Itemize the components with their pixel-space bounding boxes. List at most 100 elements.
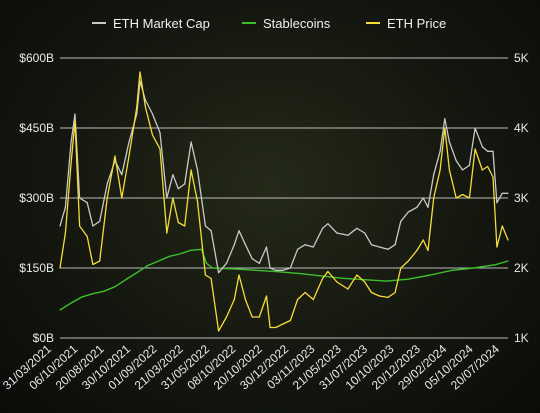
data-point-eth-market-cap xyxy=(474,127,476,129)
data-point-eth-market-cap xyxy=(327,223,329,225)
data-point-eth-market-cap xyxy=(394,244,396,246)
y-right-tick-label: 3K xyxy=(514,191,529,205)
legend-label-eth-price: ETH Price xyxy=(387,16,446,31)
y-right-tick-label: 4K xyxy=(514,121,529,135)
data-point-eth-price xyxy=(462,193,464,196)
data-point-eth-price xyxy=(416,249,418,252)
data-point-eth-market-cap xyxy=(364,232,366,234)
data-point-eth-price xyxy=(70,162,72,164)
data-point-eth-market-cap xyxy=(416,206,418,208)
data-point-eth-market-cap xyxy=(269,267,271,269)
data-point-stablecoins xyxy=(59,309,61,311)
data-point-eth-market-cap xyxy=(121,174,123,176)
data-point-eth-market-cap xyxy=(233,244,235,246)
data-point-eth-price xyxy=(166,232,168,234)
data-point-eth-price xyxy=(507,239,509,241)
data-point-eth-price xyxy=(139,71,141,73)
data-point-eth-price xyxy=(501,225,503,227)
data-point-stablecoins xyxy=(103,290,105,292)
data-point-eth-price xyxy=(136,106,138,108)
data-point-eth-market-cap xyxy=(244,244,246,246)
data-point-eth-market-cap xyxy=(225,262,228,264)
data-point-eth-market-cap xyxy=(136,113,138,115)
data-point-eth-market-cap xyxy=(507,192,509,194)
data-point-eth-market-cap xyxy=(196,169,199,171)
data-point-eth-market-cap xyxy=(210,230,212,232)
data-point-eth-price xyxy=(322,277,324,280)
data-point-stablecoins xyxy=(255,269,257,271)
data-point-eth-market-cap xyxy=(304,244,306,246)
data-point-eth-price xyxy=(269,326,271,329)
data-point-eth-price xyxy=(74,120,76,122)
data-point-eth-market-cap xyxy=(400,220,402,222)
data-point-stablecoins xyxy=(136,272,138,274)
data-point-eth-price xyxy=(378,295,380,297)
data-point-eth-price xyxy=(172,197,174,199)
data-point-eth-price xyxy=(258,316,260,318)
data-point-eth-market-cap xyxy=(238,230,240,232)
data-point-eth-price xyxy=(422,239,424,241)
data-point-stablecoins xyxy=(407,278,409,280)
data-point-eth-market-cap xyxy=(86,202,88,204)
data-point-eth-price xyxy=(64,232,66,234)
data-point-eth-price xyxy=(59,267,61,269)
data-point-stablecoins xyxy=(277,271,279,273)
data-point-eth-price xyxy=(448,169,450,171)
data-point-eth-price xyxy=(492,176,494,178)
data-point-eth-price xyxy=(225,316,228,318)
data-point-eth-market-cap xyxy=(297,248,299,250)
data-point-eth-market-cap xyxy=(258,262,260,264)
data-point-eth-price xyxy=(387,296,389,298)
data-point-stablecoins xyxy=(125,279,127,281)
data-point-eth-price xyxy=(455,197,457,199)
data-point-stablecoins xyxy=(342,277,344,279)
series-line-eth-market-cap xyxy=(59,80,508,274)
data-point-eth-market-cap xyxy=(265,246,268,248)
data-point-eth-price xyxy=(304,291,306,294)
data-point-eth-price xyxy=(474,148,476,150)
data-point-stablecoins xyxy=(81,296,83,298)
data-point-eth-market-cap xyxy=(151,113,154,115)
legend-label-eth-market-cap: ETH Market Cap xyxy=(113,16,210,31)
data-point-eth-market-cap xyxy=(422,197,424,199)
data-point-eth-market-cap xyxy=(448,141,450,143)
data-point-eth-price xyxy=(468,197,470,199)
data-point-eth-price xyxy=(407,260,409,262)
data-point-stablecoins xyxy=(114,286,116,288)
data-point-eth-price xyxy=(327,270,329,273)
data-point-eth-price xyxy=(144,106,146,108)
data-point-stablecoins xyxy=(299,273,301,275)
data-point-eth-price xyxy=(439,169,441,171)
y-axis-right: 1K 2K 3K 4K 5K xyxy=(514,51,529,345)
y-left-tick-label: $600B xyxy=(19,51,54,65)
data-point-eth-market-cap xyxy=(172,174,174,176)
gridlines xyxy=(60,57,508,339)
data-point-eth-price xyxy=(487,165,489,168)
data-point-stablecoins xyxy=(507,260,509,262)
y-left-tick-label: $300B xyxy=(19,191,54,205)
data-point-stablecoins xyxy=(169,255,171,257)
data-point-stablecoins xyxy=(451,269,453,271)
data-point-eth-price xyxy=(336,281,338,283)
data-point-eth-price xyxy=(92,263,94,266)
data-point-eth-market-cap xyxy=(433,174,435,176)
y-left-tick-label: $450B xyxy=(19,121,54,135)
data-point-eth-market-cap xyxy=(501,192,503,194)
data-point-eth-price xyxy=(364,281,366,283)
data-point-eth-market-cap xyxy=(289,267,291,269)
data-point-eth-market-cap xyxy=(70,141,72,143)
plot-area xyxy=(59,71,509,332)
data-point-eth-market-cap xyxy=(79,197,81,199)
data-point-eth-price xyxy=(151,134,154,136)
data-point-stablecoins xyxy=(494,264,497,266)
data-point-eth-price xyxy=(282,323,284,325)
data-point-eth-price xyxy=(444,127,446,129)
data-point-eth-price xyxy=(297,298,299,301)
data-point-eth-price xyxy=(427,249,429,252)
data-point-eth-price xyxy=(433,197,435,199)
data-point-eth-market-cap xyxy=(59,225,61,227)
data-point-eth-market-cap xyxy=(407,211,409,213)
data-point-eth-price xyxy=(265,295,268,297)
data-point-eth-market-cap xyxy=(427,206,429,208)
